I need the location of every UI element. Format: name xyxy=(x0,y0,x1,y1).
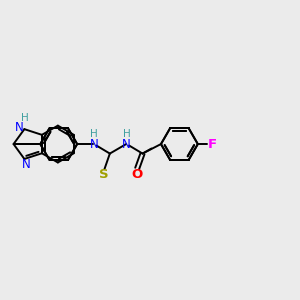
Text: H: H xyxy=(123,129,130,139)
Text: N: N xyxy=(89,138,98,151)
Text: F: F xyxy=(208,138,217,151)
Text: N: N xyxy=(122,138,131,151)
Text: N: N xyxy=(15,121,23,134)
Text: N: N xyxy=(22,158,30,171)
Text: H: H xyxy=(20,112,28,123)
Text: H: H xyxy=(90,129,98,139)
Text: S: S xyxy=(99,169,109,182)
Text: O: O xyxy=(131,168,142,181)
